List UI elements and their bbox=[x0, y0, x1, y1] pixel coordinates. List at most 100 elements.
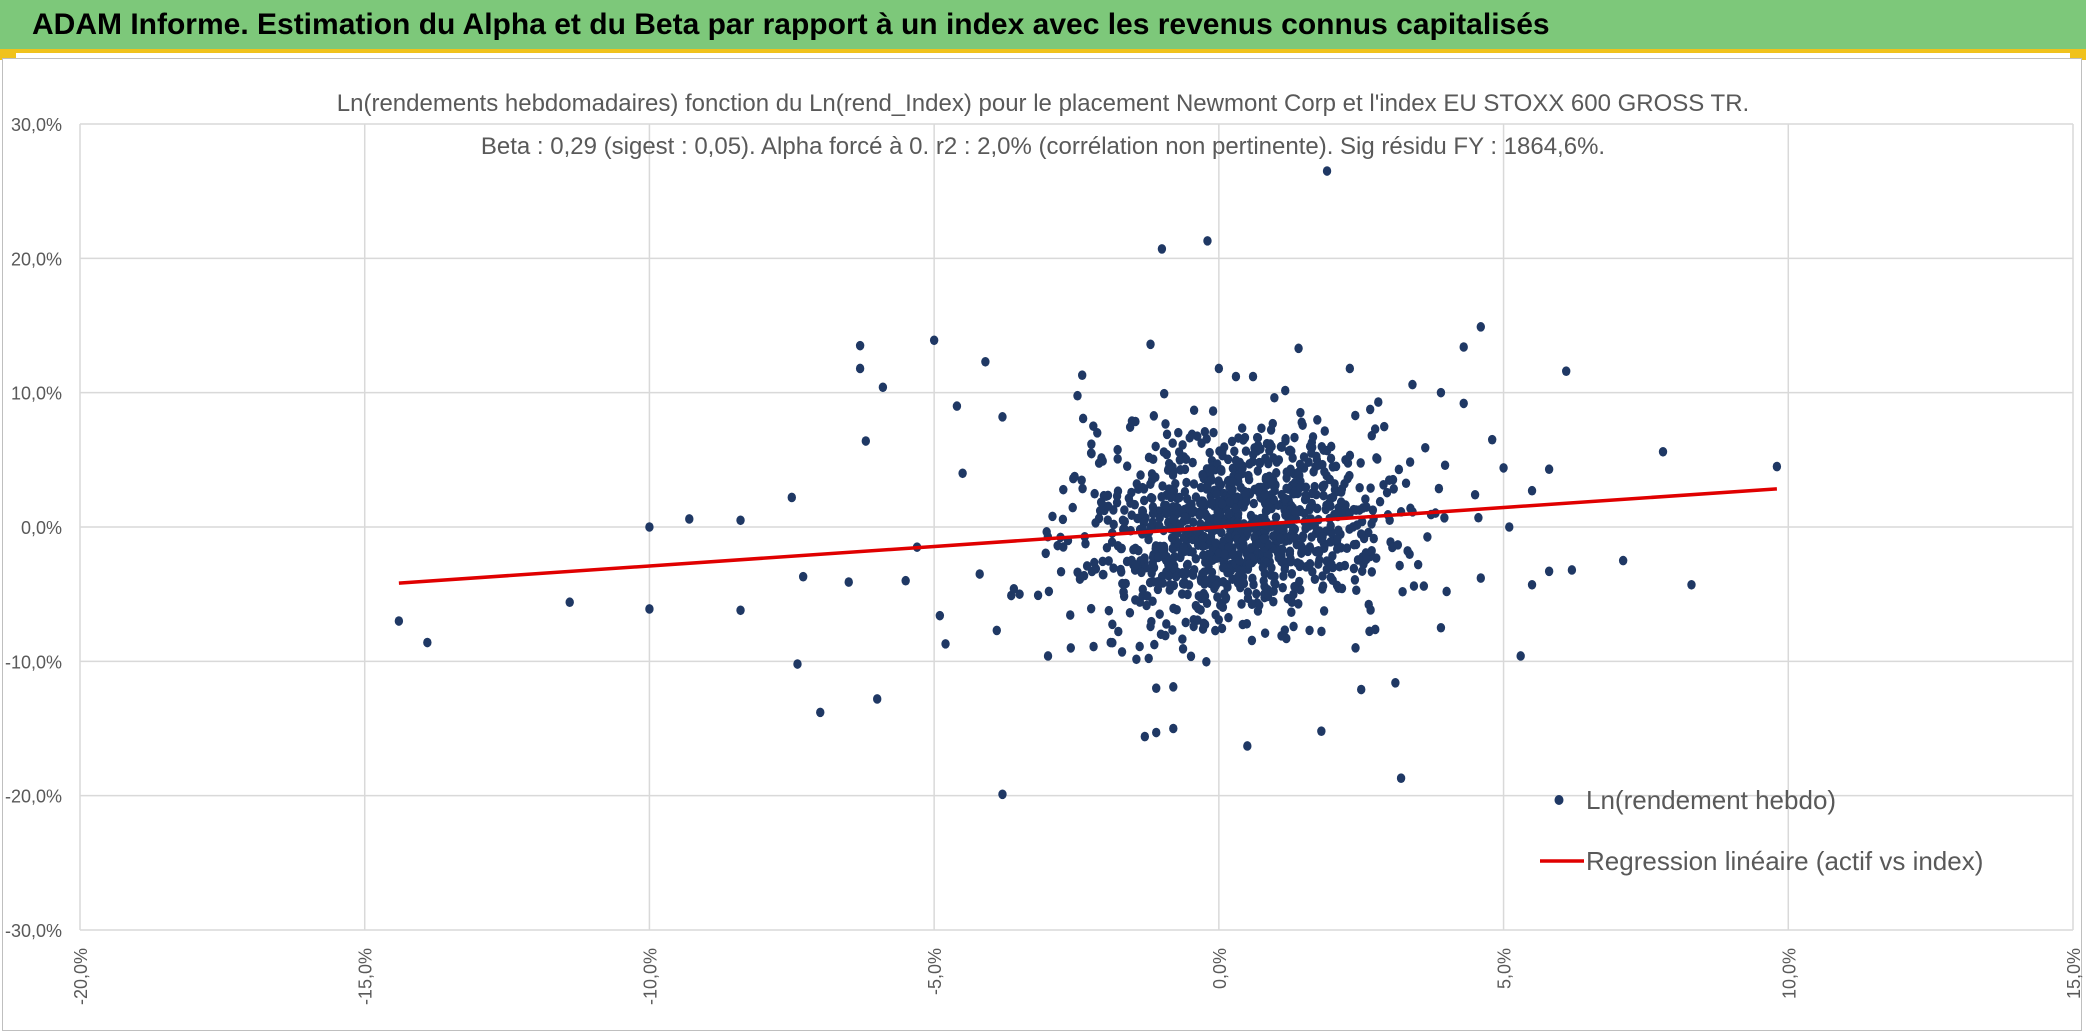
scatter-point bbox=[1336, 497, 1346, 507]
scatter-point bbox=[1203, 236, 1212, 246]
scatter-point bbox=[1108, 619, 1117, 630]
scatter-point bbox=[1175, 455, 1184, 465]
scatter-point bbox=[1175, 492, 1184, 503]
scatter-point bbox=[1687, 579, 1696, 590]
scatter-point bbox=[1294, 343, 1303, 354]
scatter-point bbox=[1077, 475, 1086, 486]
scatter-point bbox=[1277, 442, 1286, 452]
corner-accent-left bbox=[0, 50, 16, 60]
scatter-point bbox=[1103, 515, 1112, 525]
scatter-point bbox=[1224, 612, 1233, 623]
scatter-point bbox=[1287, 607, 1296, 618]
scatter-point bbox=[873, 694, 882, 704]
scatter-point bbox=[1349, 539, 1359, 550]
scatter-point bbox=[1314, 547, 1324, 558]
scatter-point bbox=[1305, 625, 1314, 636]
scatter-point bbox=[1081, 538, 1090, 549]
scatter-point bbox=[1101, 491, 1111, 502]
scatter-point bbox=[1440, 460, 1450, 471]
scatter-point bbox=[998, 412, 1007, 422]
scatter-point bbox=[1178, 634, 1187, 644]
scatter-point bbox=[1295, 459, 1305, 470]
scatter-point bbox=[1335, 561, 1344, 572]
x-tick-label: -20,0% bbox=[71, 948, 91, 1005]
scatter-point bbox=[1178, 440, 1187, 450]
scatter-point bbox=[1253, 466, 1263, 476]
scatter-point bbox=[992, 625, 1001, 636]
scatter-point bbox=[1179, 569, 1188, 580]
scatter-point bbox=[1162, 429, 1172, 440]
scatter-point bbox=[1235, 555, 1244, 566]
scatter-point bbox=[1158, 578, 1168, 588]
scatter-point bbox=[1174, 427, 1183, 438]
scatter-point bbox=[1207, 572, 1217, 583]
scatter-point bbox=[1136, 470, 1145, 480]
scatter-point bbox=[1198, 470, 1207, 481]
scatter-point bbox=[1098, 556, 1107, 567]
scatter-point bbox=[1187, 429, 1197, 440]
scatter-point bbox=[1146, 339, 1155, 350]
scatter-point bbox=[1419, 581, 1429, 591]
regression-line bbox=[398, 487, 1778, 585]
scatter-point bbox=[1162, 449, 1171, 460]
scatter-point bbox=[1198, 533, 1207, 544]
scatter-point bbox=[1137, 567, 1146, 578]
corner-accent-right bbox=[2070, 50, 2086, 60]
scatter-point bbox=[1331, 461, 1341, 472]
scatter-point bbox=[1154, 520, 1164, 531]
scatter-point bbox=[1199, 618, 1208, 629]
scatter-point bbox=[1157, 492, 1166, 502]
scatter-point bbox=[1200, 427, 1210, 437]
scatter-point bbox=[1155, 609, 1164, 619]
scatter-point bbox=[1142, 600, 1151, 611]
scatter-point bbox=[1351, 505, 1361, 515]
scatter-point bbox=[1172, 604, 1181, 615]
scatter-point bbox=[1138, 482, 1147, 493]
scatter-point bbox=[1220, 589, 1229, 599]
scatter-point bbox=[1474, 512, 1483, 523]
scatter-point bbox=[1155, 513, 1164, 523]
scatter-point bbox=[1367, 567, 1377, 577]
scatter-point bbox=[1269, 494, 1278, 505]
scatter-point bbox=[1151, 441, 1160, 452]
scatter-point bbox=[1161, 419, 1170, 429]
legend-label-line: Regression linéaire (actif vs index) bbox=[1586, 846, 1983, 876]
scatter-point bbox=[1238, 619, 1247, 630]
scatter-point bbox=[1113, 454, 1122, 464]
scatter-point bbox=[1516, 651, 1525, 661]
scatter-point bbox=[1319, 606, 1329, 616]
scatter-point bbox=[1336, 542, 1346, 553]
scatter-point bbox=[1310, 520, 1319, 531]
scatter-point bbox=[941, 639, 950, 649]
scatter-point bbox=[1318, 532, 1327, 542]
scatter-point bbox=[1205, 447, 1214, 458]
scatter-point bbox=[1313, 415, 1322, 425]
scatter-point bbox=[1334, 525, 1343, 536]
scatter-point bbox=[1162, 508, 1171, 519]
scatter-point bbox=[1224, 532, 1233, 543]
scatter-point bbox=[1291, 507, 1300, 517]
scatter-point bbox=[1214, 477, 1223, 487]
scatter-point bbox=[1269, 453, 1278, 463]
scatter-point bbox=[1368, 505, 1378, 515]
scatter-point bbox=[1191, 600, 1201, 611]
scatter-point bbox=[1326, 453, 1336, 464]
scatter-point bbox=[1277, 631, 1286, 641]
scatter-point bbox=[1337, 487, 1346, 497]
scatter-point bbox=[1220, 442, 1229, 452]
scatter-point bbox=[1261, 472, 1271, 483]
scatter-point bbox=[1015, 589, 1024, 599]
scatter-point bbox=[1066, 643, 1076, 653]
y-tick-label: 30,0% bbox=[11, 115, 62, 135]
scatter-point bbox=[1470, 489, 1480, 500]
scatter-point bbox=[1140, 731, 1150, 742]
scatter-point bbox=[1294, 599, 1303, 609]
scatter-point bbox=[1059, 542, 1068, 552]
scatter-point bbox=[1131, 595, 1140, 605]
scatter-point bbox=[1109, 519, 1118, 530]
scatter-point bbox=[855, 340, 865, 351]
scatter-point bbox=[1259, 533, 1269, 544]
scatter-point bbox=[1318, 584, 1327, 594]
scatter-point bbox=[1436, 622, 1446, 633]
scatter-point bbox=[1186, 651, 1196, 662]
